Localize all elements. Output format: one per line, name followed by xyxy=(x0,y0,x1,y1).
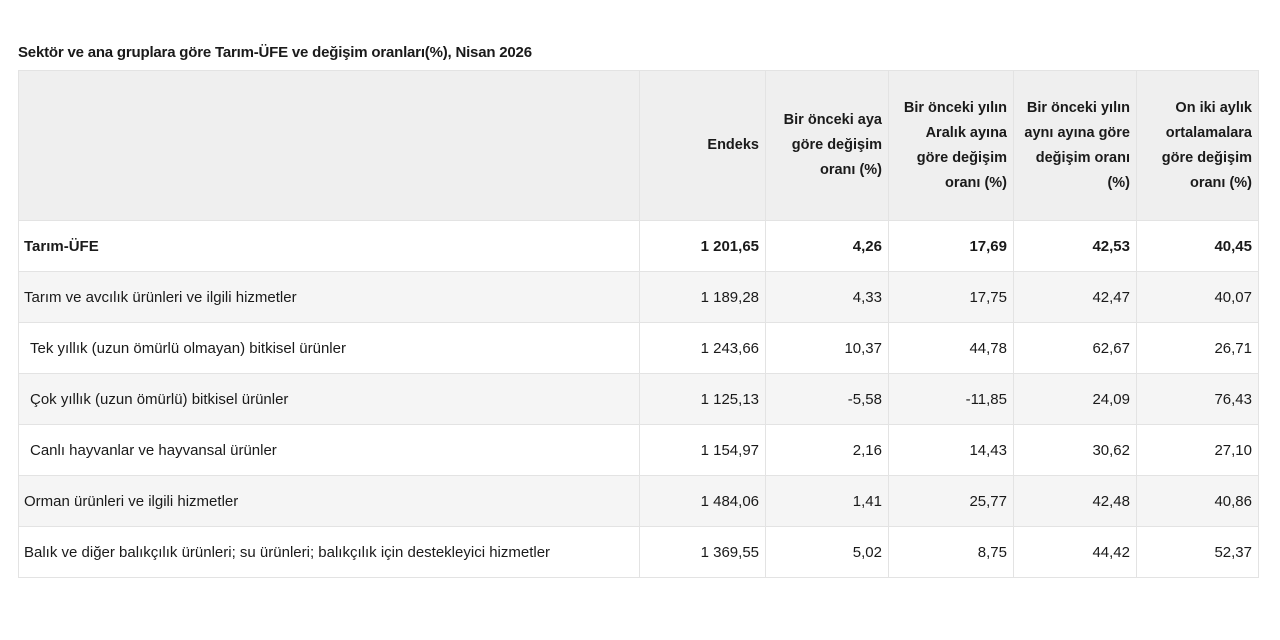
annual-change-cell: 42,48 xyxy=(1013,475,1137,527)
table-title: Sektör ve ana gruplara göre Tarım-ÜFE ve… xyxy=(18,44,532,61)
table-row: Tarım ve avcılık ürünleri ve ilgili hizm… xyxy=(18,271,1259,323)
december-change-cell: 25,77 xyxy=(888,475,1014,527)
endeks-cell: 1 369,55 xyxy=(639,526,766,578)
column-header-twelve-month-average-change: On iki aylık ortalamalara göre değişim o… xyxy=(1136,70,1259,221)
annual-change-cell: 42,47 xyxy=(1013,271,1137,323)
row-label: Orman ürünleri ve ilgili hizmetler xyxy=(18,475,640,527)
endeks-cell: 1 125,13 xyxy=(639,373,766,425)
endeks-cell: 1 484,06 xyxy=(639,475,766,527)
monthly-change-cell: 5,02 xyxy=(765,526,889,578)
table-row-tarim-ufe: Tarım-ÜFE 1 201,65 4,26 17,69 42,53 40,4… xyxy=(18,220,1259,272)
monthly-change-cell: 4,26 xyxy=(765,220,889,272)
monthly-change-cell: 4,33 xyxy=(765,271,889,323)
header-row: Endeks Bir önceki aya göre değişim oranı… xyxy=(18,70,1259,221)
endeks-cell: 1 243,66 xyxy=(639,322,766,374)
column-header-december-change: Bir önceki yılın Aralık ayına göre değiş… xyxy=(888,70,1014,221)
row-label: Canlı hayvanlar ve hayvansal ürünler xyxy=(18,424,640,476)
monthly-change-cell: 1,41 xyxy=(765,475,889,527)
december-change-cell: 8,75 xyxy=(888,526,1014,578)
december-change-cell: 44,78 xyxy=(888,322,1014,374)
december-change-cell: -11,85 xyxy=(888,373,1014,425)
header-label-cell xyxy=(18,70,640,221)
endeks-cell: 1 154,97 xyxy=(639,424,766,476)
row-label: Çok yıllık (uzun ömürlü) bitkisel ürünle… xyxy=(18,373,640,425)
endeks-cell: 1 201,65 xyxy=(639,220,766,272)
december-change-cell: 17,69 xyxy=(888,220,1014,272)
average-change-cell: 27,10 xyxy=(1136,424,1259,476)
december-change-cell: 14,43 xyxy=(888,424,1014,476)
december-change-cell: 17,75 xyxy=(888,271,1014,323)
average-change-cell: 76,43 xyxy=(1136,373,1259,425)
column-header-endeks: Endeks xyxy=(639,70,766,221)
average-change-cell: 40,45 xyxy=(1136,220,1259,272)
row-label: Tarım-ÜFE xyxy=(18,220,640,272)
monthly-change-cell: 2,16 xyxy=(765,424,889,476)
column-header-monthly-change: Bir önceki aya göre değişim oranı (%) xyxy=(765,70,889,221)
annual-change-cell: 24,09 xyxy=(1013,373,1137,425)
table-row: Balık ve diğer balıkçılık ürünleri; su ü… xyxy=(18,526,1259,578)
table-row: Çok yıllık (uzun ömürlü) bitkisel ürünle… xyxy=(18,373,1259,425)
annual-change-cell: 62,67 xyxy=(1013,322,1137,374)
average-change-cell: 40,86 xyxy=(1136,475,1259,527)
average-change-cell: 40,07 xyxy=(1136,271,1259,323)
annual-change-cell: 44,42 xyxy=(1013,526,1137,578)
table-row: Canlı hayvanlar ve hayvansal ürünler 1 1… xyxy=(18,424,1259,476)
average-change-cell: 26,71 xyxy=(1136,322,1259,374)
row-label: Balık ve diğer balıkçılık ürünleri; su ü… xyxy=(18,526,640,578)
table-row: Orman ürünleri ve ilgili hizmetler 1 484… xyxy=(18,475,1259,527)
tarim-ufe-table: Endeks Bir önceki aya göre değişim oranı… xyxy=(18,70,1259,578)
annual-change-cell: 30,62 xyxy=(1013,424,1137,476)
table-row: Tek yıllık (uzun ömürlü olmayan) bitkise… xyxy=(18,322,1259,374)
row-label: Tek yıllık (uzun ömürlü olmayan) bitkise… xyxy=(18,322,640,374)
average-change-cell: 52,37 xyxy=(1136,526,1259,578)
endeks-cell: 1 189,28 xyxy=(639,271,766,323)
monthly-change-cell: -5,58 xyxy=(765,373,889,425)
annual-change-cell: 42,53 xyxy=(1013,220,1137,272)
column-header-annual-change: Bir önceki yılın aynı ayına göre değişim… xyxy=(1013,70,1137,221)
row-label: Tarım ve avcılık ürünleri ve ilgili hizm… xyxy=(18,271,640,323)
monthly-change-cell: 10,37 xyxy=(765,322,889,374)
